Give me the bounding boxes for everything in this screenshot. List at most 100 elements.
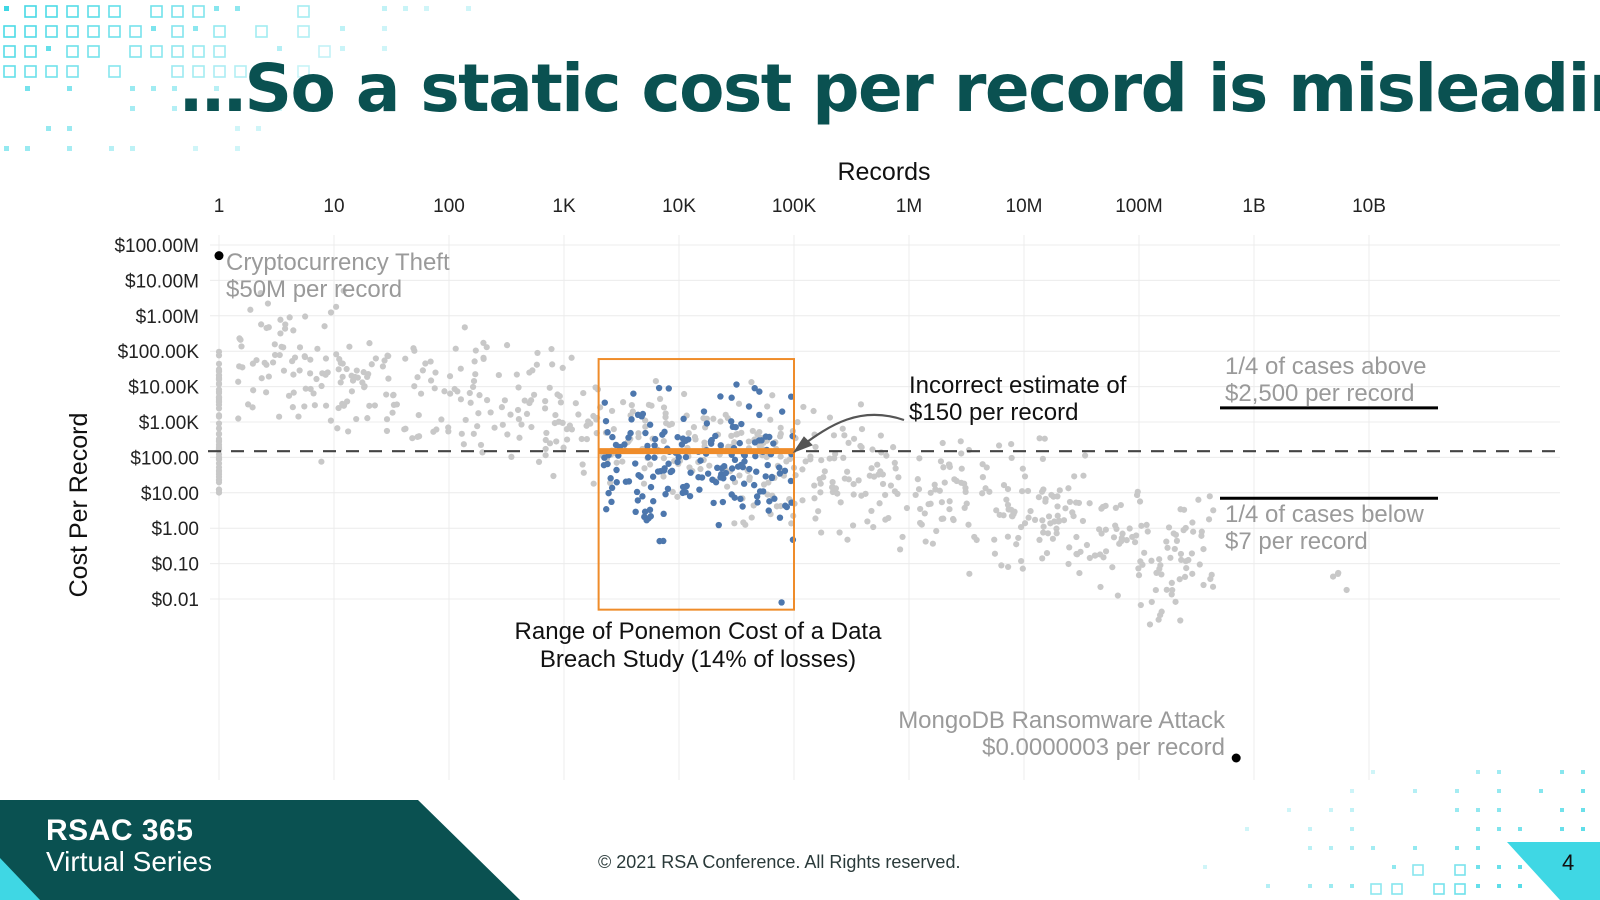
decor-square <box>108 5 121 18</box>
gray-data-point <box>1139 561 1146 568</box>
gray-data-point <box>1080 472 1087 479</box>
gray-data-point <box>890 444 897 451</box>
decor-square <box>1454 883 1466 895</box>
gray-data-point <box>685 430 692 437</box>
gray-data-point <box>1008 454 1015 462</box>
gray-data-point <box>1167 554 1174 561</box>
decor-square <box>172 106 177 111</box>
gray-data-point <box>372 355 379 362</box>
gray-data-point <box>289 404 296 411</box>
gray-data-point <box>291 354 299 361</box>
gray-data-point <box>769 392 776 399</box>
gray-data-point <box>810 407 817 415</box>
gray-data-point <box>335 404 342 412</box>
gray-data-point <box>645 401 652 408</box>
ponemon-data-point <box>776 464 783 471</box>
x-tick-label: 10K <box>662 196 696 217</box>
x-tick-label: 1M <box>896 196 922 217</box>
gray-data-point <box>1075 499 1083 507</box>
gray-data-point <box>557 399 565 406</box>
chart-labels: 1 10 100 1K 10K 100K 1M 10M 100M 1B 10B $100.00M $10… <box>65 158 1426 761</box>
gray-data-point <box>619 458 626 465</box>
gray-data-point <box>1158 571 1165 578</box>
x-tick-label: 100 <box>433 196 465 217</box>
gray-data-point <box>957 438 964 445</box>
gray-data-point <box>587 420 594 427</box>
gray-data-point <box>941 479 948 486</box>
gray-data-point <box>836 529 843 536</box>
gray-data-point <box>441 388 448 395</box>
gray-data-point <box>215 420 223 427</box>
gray-data-point <box>1098 530 1105 537</box>
x-tick-label: 10M <box>1006 196 1043 217</box>
gray-data-point <box>578 435 585 443</box>
gray-data-point <box>348 388 356 395</box>
decor-square <box>193 146 198 151</box>
gray-data-point <box>580 469 587 476</box>
gray-data-point <box>1003 496 1010 503</box>
x-tick-label: 1K <box>552 196 576 217</box>
decor-square <box>24 5 37 18</box>
gray-data-point <box>563 436 571 443</box>
gray-data-point <box>402 355 409 362</box>
gray-data-point <box>1092 552 1099 559</box>
gray-data-point <box>550 472 557 480</box>
gray-data-point <box>483 344 490 351</box>
decor-square <box>130 106 135 111</box>
gray-data-point <box>334 425 341 432</box>
gray-data-point <box>1329 573 1337 580</box>
gray-data-point <box>1083 541 1091 549</box>
ponemon-data-point <box>704 470 712 477</box>
gray-data-point <box>470 430 477 437</box>
gray-data-point <box>815 508 822 515</box>
decor-square <box>297 25 310 38</box>
gray-data-point <box>215 371 223 379</box>
decor-square <box>1560 770 1564 774</box>
gray-data-point <box>742 521 749 528</box>
gray-data-point <box>414 374 421 381</box>
ponemon-data-point <box>778 599 785 606</box>
y-tick-label: $100.00M <box>114 236 199 257</box>
gray-data-point <box>280 344 287 351</box>
gray-data-point <box>646 461 654 468</box>
decor-square <box>151 86 156 91</box>
gray-data-point <box>1165 524 1173 531</box>
gray-data-point <box>409 435 416 442</box>
gray-data-point <box>1065 485 1072 492</box>
gray-data-point <box>868 507 875 515</box>
gray-data-point <box>215 489 223 496</box>
gray-data-point <box>1163 586 1170 593</box>
gray-data-point <box>383 391 390 398</box>
gray-data-point <box>927 489 934 496</box>
y-axis-title: Cost Per Record <box>65 413 93 598</box>
gray-data-point <box>333 351 340 358</box>
ponemon-data-point <box>660 510 667 518</box>
page-number: 4 <box>1562 850 1575 875</box>
chart-overlays <box>208 358 1562 611</box>
ponemon-data-point <box>746 465 753 473</box>
crypto-annotation-line2: $50M per record <box>226 276 402 303</box>
ponemon-data-point <box>687 469 694 476</box>
ponemon-data-point <box>751 384 758 392</box>
ponemon-data-point <box>715 521 722 529</box>
gray-data-point <box>503 342 511 349</box>
gray-data-point <box>829 479 836 486</box>
gray-data-point <box>471 358 478 365</box>
gray-data-point <box>1200 546 1207 553</box>
gray-data-point <box>802 458 809 465</box>
gray-data-point <box>877 432 884 439</box>
decor-square <box>1329 808 1333 812</box>
gray-data-point <box>318 382 325 390</box>
gray-data-point <box>874 461 881 468</box>
ponemon-data-point <box>664 485 672 493</box>
ponemon-data-point <box>728 394 735 401</box>
gray-data-point <box>590 412 597 420</box>
decor-square <box>24 65 37 78</box>
gray-data-point <box>1066 498 1074 506</box>
gray-data-point <box>864 518 871 525</box>
gray-data-point <box>542 436 549 444</box>
gray-data-point <box>879 480 887 488</box>
gray-data-point <box>973 536 980 544</box>
gray-data-point <box>1176 576 1183 583</box>
